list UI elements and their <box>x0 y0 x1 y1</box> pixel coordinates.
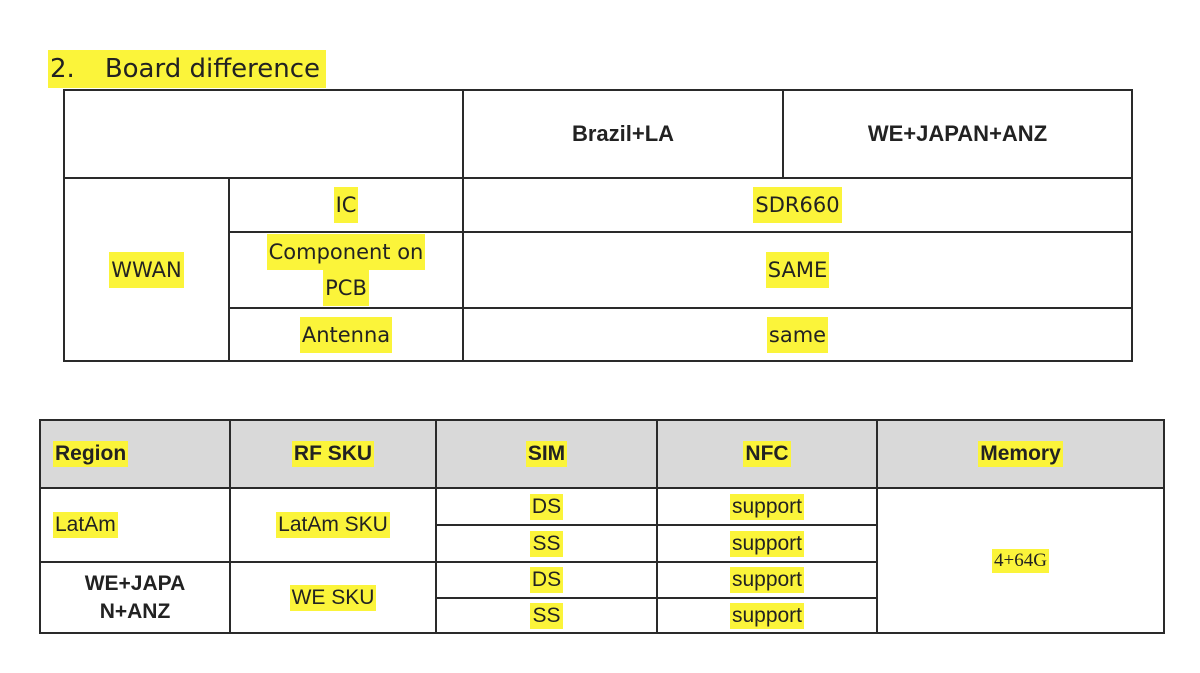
cell-text: DS <box>529 567 564 593</box>
nfc-cell: support <box>656 561 878 599</box>
sim-cell: SS <box>435 597 658 634</box>
cell-text: SAME <box>765 252 830 288</box>
item-cell: Component on PCB <box>228 231 464 309</box>
cell-text: SS <box>530 602 563 629</box>
cell-text: Region <box>53 441 129 467</box>
cell-text: support <box>729 602 805 629</box>
cell-text: same <box>766 316 829 353</box>
cell-text: RF SKU <box>291 441 375 467</box>
region-cell: WE+JAPA N+ANZ <box>39 561 231 634</box>
table-header: Memory <box>876 419 1165 489</box>
table-header: Brazil+LA <box>462 89 784 179</box>
rf-sku-cell: LatAm SKU <box>229 487 437 563</box>
cell-text: WE+JAPAN+ANZ <box>867 121 1048 146</box>
section-number: 2. <box>50 54 75 84</box>
memory-cell: 4+64G <box>876 487 1165 634</box>
cell-text: SDR660 <box>753 187 842 223</box>
table-header: RF SKU <box>229 419 437 489</box>
value-cell: same <box>462 307 1133 362</box>
group-cell-wwan: WWAN <box>63 177 230 362</box>
sim-cell: DS <box>435 561 658 599</box>
region-cell: LatAm <box>39 487 231 563</box>
cell-text: WE+JAPA <box>84 571 186 595</box>
table-header: NFC <box>656 419 878 489</box>
cell-text: support <box>729 493 805 520</box>
cell-text: SIM <box>525 441 568 467</box>
table-header-empty <box>63 89 464 179</box>
cell-text: IC <box>333 187 359 223</box>
cell-text: WE SKU <box>289 584 377 611</box>
rf-sku-cell: WE SKU <box>229 561 437 634</box>
value-cell: SDR660 <box>462 177 1133 233</box>
table-header: SIM <box>435 419 658 489</box>
cell-text: LatAm SKU <box>276 512 390 538</box>
item-cell: Antenna <box>228 307 464 362</box>
cell-text: LatAm <box>53 512 118 538</box>
cell-text: SS <box>530 530 563 557</box>
cell-text: PCB <box>323 270 369 306</box>
section-title: Board difference <box>104 54 321 84</box>
nfc-cell: support <box>656 524 878 563</box>
cell-text: support <box>729 567 805 593</box>
cell-text: Antenna <box>299 316 393 353</box>
cell-text: N+ANZ <box>99 599 171 623</box>
cell-text: 4+64G <box>992 548 1049 573</box>
cell-text: Component on <box>266 234 426 270</box>
section-heading: 2. Board difference <box>48 50 327 88</box>
cell-text: support <box>729 530 805 557</box>
table-header: WE+JAPAN+ANZ <box>782 89 1133 179</box>
nfc-cell: support <box>656 597 878 634</box>
sim-cell: DS <box>435 487 658 526</box>
sim-cell: SS <box>435 524 658 563</box>
table-header: Region <box>39 419 231 489</box>
cell-text: Memory <box>978 441 1063 467</box>
value-cell: SAME <box>462 231 1133 309</box>
cell-text: DS <box>529 493 564 520</box>
cell-text: WWAN <box>109 251 184 288</box>
item-cell: IC <box>228 177 464 233</box>
nfc-cell: support <box>656 487 878 526</box>
cell-text: NFC <box>743 441 791 467</box>
cell-text: Brazil+LA <box>571 121 675 146</box>
